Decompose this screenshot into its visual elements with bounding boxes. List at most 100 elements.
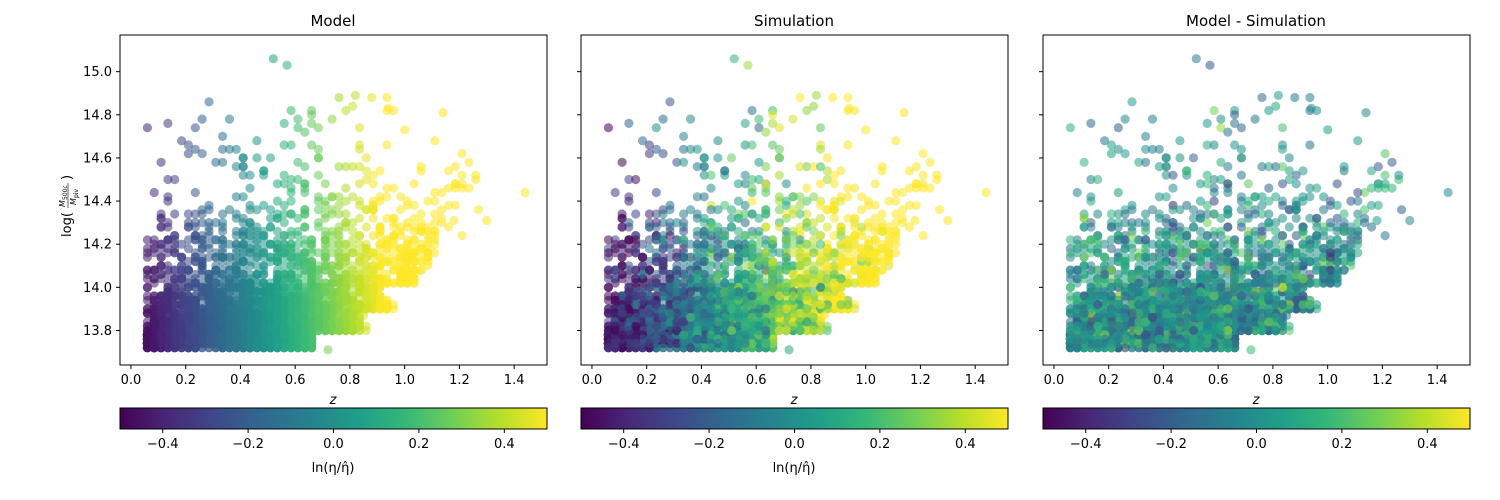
- scatter-point: [438, 108, 448, 118]
- scatter-point: [389, 183, 399, 193]
- scatter-point: [348, 248, 358, 258]
- scatter-point: [142, 252, 152, 262]
- scatter-point: [313, 144, 323, 154]
- scatter-point: [396, 269, 406, 279]
- scatter-point: [713, 153, 723, 163]
- scatter-point: [307, 140, 317, 150]
- scatter-point: [457, 170, 467, 180]
- scatter-point: [416, 218, 426, 228]
- scatter-point: [177, 252, 187, 262]
- scatter-point: [300, 179, 310, 189]
- scatter-point: [279, 118, 289, 128]
- scatter-point: [457, 149, 467, 159]
- scatter-point: [437, 213, 447, 223]
- scatter-point: [252, 153, 262, 163]
- scatter-point: [272, 226, 282, 236]
- scatter-point: [400, 125, 410, 135]
- colorbar-tick-label: 0.4: [494, 437, 515, 452]
- scatter-point: [252, 248, 262, 258]
- scatter-point: [163, 282, 173, 292]
- scatter-point: [375, 291, 385, 301]
- scatter-point: [327, 205, 337, 215]
- scatter-points: [142, 54, 530, 355]
- x-tick-label: 0.8: [340, 373, 361, 388]
- scatter-point: [224, 287, 235, 297]
- colorbar-tick-label: −0.4: [147, 437, 179, 452]
- scatter-point: [341, 183, 351, 193]
- y-axis-label-denominator-sub: piv: [73, 189, 80, 198]
- scatter-point: [307, 235, 317, 245]
- scatter-point: [293, 123, 303, 133]
- scatter-point: [149, 338, 159, 348]
- scatter-point: [265, 287, 276, 297]
- scatter-point: [286, 231, 296, 241]
- scatter-point: [341, 162, 351, 172]
- scatter-point: [457, 179, 467, 189]
- scatter-point: [218, 330, 228, 340]
- scatter-point: [348, 218, 358, 228]
- scatter-point: [334, 209, 344, 219]
- y-axis-label: log( M 500c M piv ): [58, 175, 80, 237]
- scatter-point: [443, 166, 454, 176]
- scatter-points: [603, 54, 991, 355]
- scatter-point: [348, 101, 358, 111]
- scatter-point: [368, 213, 378, 223]
- scatter-point: [382, 140, 392, 150]
- y-tick-label: 14.4: [83, 195, 112, 210]
- scatter-point: [300, 162, 310, 172]
- scatter-point: [307, 282, 317, 292]
- scatter-point: [359, 310, 369, 320]
- scatter-point: [334, 325, 344, 336]
- x-tick-label: 0.0: [121, 373, 142, 388]
- scatter-point: [341, 256, 351, 267]
- scatter-point: [354, 162, 365, 172]
- scatter-point: [471, 170, 481, 180]
- scatter-point: [245, 317, 255, 327]
- colorbar-label: ln(η/η̂): [312, 461, 355, 476]
- panel-simulation: Simulation 0.0 0.2 0.4 0.6 0.8 1.0 1.2 1.4 z −0…: [577, 12, 1009, 476]
- y-axis-label-suffix: ): [60, 175, 75, 180]
- scatter-point: [183, 209, 193, 219]
- colorbar-gradient: [120, 408, 547, 429]
- scatter-point: [231, 269, 241, 279]
- scatter-point: [327, 114, 337, 124]
- scatter-point: [259, 200, 269, 210]
- scatter-point: [279, 209, 289, 219]
- scatter-point: [450, 162, 460, 172]
- scatter-point: [300, 304, 310, 314]
- y-tick-label: 14.2: [83, 238, 112, 253]
- x-tick-label: 0.6: [285, 373, 306, 388]
- scatter-point: [348, 192, 358, 202]
- scatter-point: [286, 140, 296, 150]
- scatter-point: [183, 140, 193, 150]
- scatter-point: [416, 226, 426, 236]
- scatter-point: [313, 205, 323, 215]
- scatter-point: [279, 269, 289, 279]
- scatter-point: [375, 166, 385, 176]
- x-tick-label: 0.2: [175, 373, 196, 388]
- scatter-point: [300, 317, 310, 327]
- scatter-point: [245, 183, 255, 193]
- scatter-point: [272, 256, 282, 267]
- scatter-point: [383, 103, 393, 113]
- scatter-point: [918, 149, 928, 159]
- x-tick-label: 1.0: [394, 373, 415, 388]
- scatter-point: [368, 205, 378, 215]
- scatter-point: [368, 179, 378, 189]
- scatter-point: [341, 105, 351, 116]
- scatter-point: [190, 123, 200, 133]
- scatter-point: [313, 291, 323, 301]
- scatter-point: [156, 274, 166, 284]
- scatter-point: [368, 231, 378, 241]
- scatter-point: [293, 213, 303, 223]
- scatter-point: [925, 157, 935, 167]
- scatter-point: [177, 278, 187, 288]
- scatter-point: [218, 157, 228, 167]
- scatter-point: [651, 187, 661, 198]
- scatter-point: [320, 325, 330, 336]
- scatter-point: [190, 330, 200, 340]
- scatter-point: [252, 205, 262, 215]
- scatter-point: [323, 345, 333, 355]
- scatter-point: [183, 291, 193, 301]
- scatter-point: [334, 92, 344, 103]
